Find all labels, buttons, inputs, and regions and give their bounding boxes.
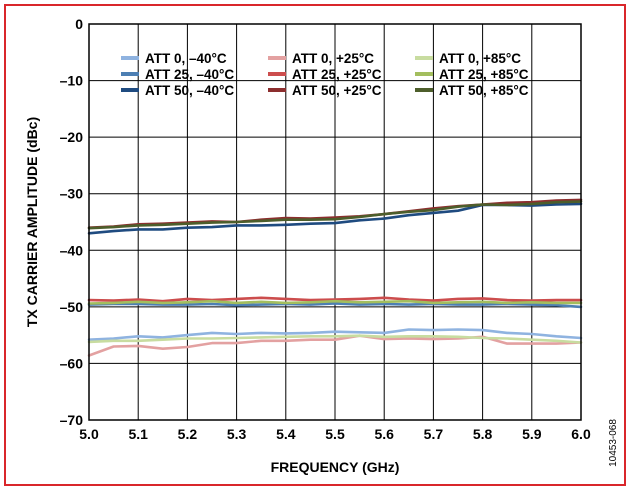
series-line-7: [87, 334, 583, 344]
series-line-2: [87, 302, 583, 309]
series-line-1: [87, 328, 583, 342]
x-tick-label: 5.9: [522, 426, 542, 442]
series-line-9: [87, 200, 583, 230]
figure-id: 10453-068: [608, 419, 619, 467]
legend-label: ATT 0, +25°C: [292, 51, 374, 66]
legend-label: ATT 50, –40°C: [145, 83, 234, 98]
x-tick-label: 5.0: [79, 426, 99, 442]
y-tick-label: –30: [60, 186, 84, 202]
legend-label: ATT 25, +85°C: [439, 67, 529, 82]
y-tick-label: –10: [60, 73, 84, 89]
x-tick-labels: 5.0 5.1 5.2 5.3 5.4 5.5 5.6 5.7 5.8 5.9 6.0: [79, 426, 591, 442]
x-tick-label: 5.6: [374, 426, 394, 442]
y-tick-label: –70: [60, 412, 84, 428]
x-tick-label: 5.2: [178, 426, 198, 442]
legend-label: ATT 0, –40°C: [145, 51, 227, 66]
x-tick-label: 5.8: [473, 426, 493, 442]
x-tick-label: 5.5: [325, 426, 345, 442]
y-axis-label: TX CARRIER AMPLITUDE (dBc): [24, 117, 40, 327]
x-tick-label: 6.0: [571, 426, 591, 442]
series-line-8: [87, 299, 583, 305]
plot-area: [88, 23, 582, 421]
x-tick-label: 5.3: [227, 426, 247, 442]
legend-label: ATT 50, +85°C: [439, 83, 529, 98]
x-tick-label: 5.1: [128, 426, 148, 442]
y-tick-label: –40: [60, 242, 84, 258]
series-line-5: [87, 296, 583, 303]
series-lines: [87, 198, 583, 357]
x-tick-label: 5.7: [424, 426, 444, 442]
y-tick-label: –20: [60, 129, 84, 145]
x-tick-label: 5.4: [276, 426, 296, 442]
x-axis-label: FREQUENCY (GHz): [271, 459, 400, 475]
y-tick-label: –60: [60, 355, 84, 371]
legend-label: ATT 50, +25°C: [292, 83, 382, 98]
y-tick-label: –50: [60, 299, 84, 315]
y-tick-labels: 0 –10 –20 –30 –40 –50 –60 –70: [60, 16, 84, 428]
y-tick-label: 0: [75, 16, 83, 32]
figure-frame: [4, 4, 626, 486]
legend-label: ATT 25, –40°C: [145, 67, 234, 82]
legend-label: ATT 0, +85°C: [439, 51, 521, 66]
legend-label: ATT 25, +25°C: [292, 67, 382, 82]
series-line-4: [87, 334, 583, 357]
